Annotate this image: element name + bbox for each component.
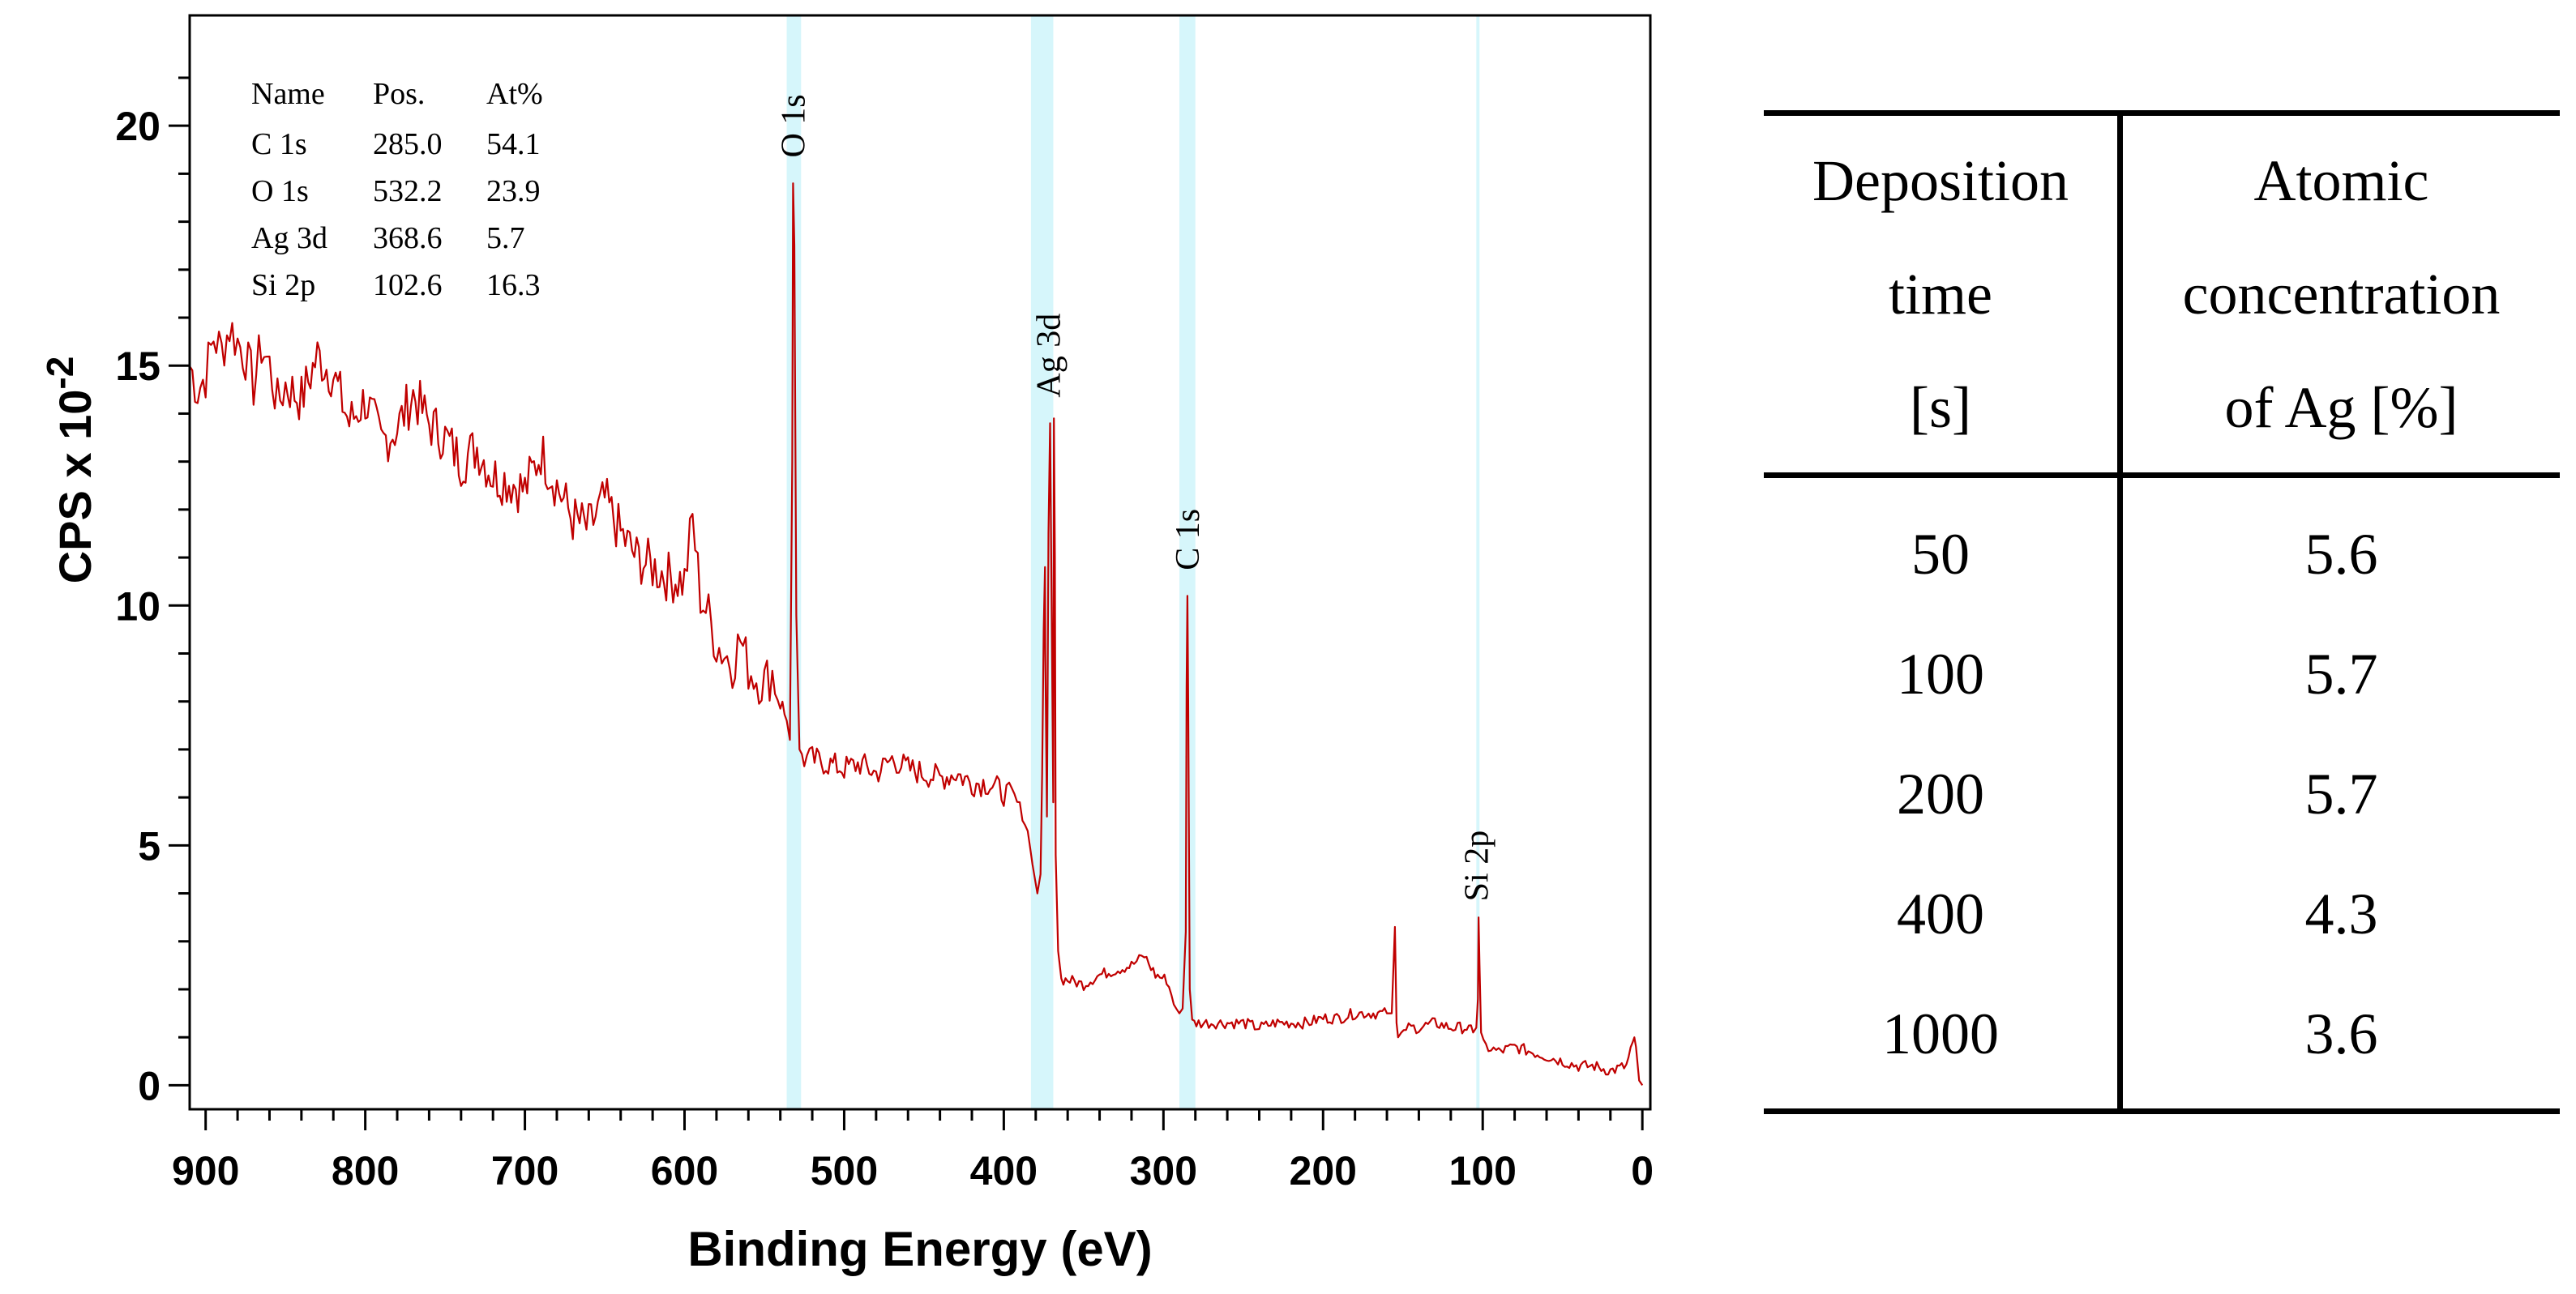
concentration-cell: 5.7 xyxy=(2304,761,2378,826)
annotation-cell: 54.1 xyxy=(486,127,541,161)
y-tick-label: 20 xyxy=(115,104,160,149)
y-tick-label: 10 xyxy=(115,583,160,629)
annotation-cell: 5.7 xyxy=(486,221,525,255)
concentration-cell: 5.6 xyxy=(2304,521,2378,587)
annotation-header: Pos. xyxy=(373,77,425,111)
table-row: 400 4.3 xyxy=(1764,854,2560,974)
annotation-cell: O 1s xyxy=(251,174,309,208)
x-ticks: 900 800 700 600 500 400 300 200 100 0 xyxy=(172,1109,1654,1194)
time-cell: 1000 xyxy=(1764,974,2123,1112)
concentration-cell: 5.7 xyxy=(2304,641,2378,707)
table-row: 100 5.7 xyxy=(1764,614,2560,734)
plot-frame xyxy=(188,14,1652,1111)
table-row: 200 5.7 xyxy=(1764,734,2560,854)
x-tick-label: 600 xyxy=(651,1148,718,1194)
table-row: 50 5.6 xyxy=(1764,475,2560,614)
highlight-bands xyxy=(786,15,1480,1109)
annotation-cell: 532.2 xyxy=(373,174,443,208)
xps-chart: 900 800 700 600 500 400 300 200 100 0 0 5 10 15 20 O … xyxy=(39,14,1654,1276)
series-group xyxy=(189,182,1644,1087)
highlight-band xyxy=(1476,15,1480,1109)
concentration-cell: 3.6 xyxy=(2304,1001,2378,1066)
y-tick-label: 15 xyxy=(115,344,160,389)
table-row: 1000 3.6 xyxy=(1764,974,2560,1112)
y-axis-label: CPS x 10-2 xyxy=(39,357,101,584)
x-tick-label: 100 xyxy=(1448,1148,1516,1194)
x-axis-label: Binding Energy (eV) xyxy=(687,1222,1152,1276)
annotation-cell: Ag 3d xyxy=(251,221,327,255)
highlight-band xyxy=(1030,15,1054,1109)
annotation-cell: 16.3 xyxy=(486,268,541,302)
header-atomic-concentration: Atomic concentration of Ag [%] xyxy=(2120,113,2561,476)
annotation-cell: Si 2p xyxy=(251,268,315,302)
y-tick-label: 5 xyxy=(138,823,160,869)
table-header-row: Deposition time [s] Atomic concentration… xyxy=(1764,113,2560,476)
y-ticks: 0 5 10 15 20 xyxy=(115,76,190,1108)
x-tick-label: 900 xyxy=(172,1148,239,1194)
header-line: concentration xyxy=(2182,262,2501,327)
peak-labels: O 1s Ag 3d C 1s Si 2p xyxy=(775,94,1496,901)
annotation-table: Name Pos. At% C 1s 285.0 54.1 O 1s 532.2 23.9 Ag … xyxy=(251,77,543,302)
annotation-cell: C 1s xyxy=(251,127,307,161)
concentration-table-wrap: Deposition time [s] Atomic concentration… xyxy=(1764,110,2560,1114)
concentration-table: Deposition time [s] Atomic concentration… xyxy=(1764,110,2560,1114)
y-axis-label-text: CPS x 10 xyxy=(49,390,101,584)
header-line: [s] xyxy=(1910,375,1971,440)
x-tick-label: 800 xyxy=(332,1148,399,1194)
annotation-header: Name xyxy=(251,77,325,111)
xps-chart-svg: 900 800 700 600 500 400 300 200 100 0 0 5 10 15 20 O … xyxy=(39,14,1654,1276)
header-line: time xyxy=(1889,262,1992,327)
highlight-band xyxy=(786,15,802,1109)
annotation-cell: 23.9 xyxy=(486,174,541,208)
header-deposition-time: Deposition time [s] xyxy=(1764,113,2123,476)
x-tick-label: 0 xyxy=(1631,1148,1654,1194)
header-line: Atomic xyxy=(2253,148,2429,213)
x-tick-label: 200 xyxy=(1290,1148,1357,1194)
x-tick-label: 400 xyxy=(970,1148,1038,1194)
peak-label: O 1s xyxy=(775,94,812,157)
peak-label: Si 2p xyxy=(1458,831,1496,902)
spectrum-line xyxy=(189,182,1644,1087)
y-axis-label-exponent: -2 xyxy=(39,357,81,390)
x-tick-label: 300 xyxy=(1130,1148,1197,1194)
y-tick-label: 0 xyxy=(138,1063,160,1108)
x-tick-label: 500 xyxy=(811,1148,878,1194)
x-tick-label: 700 xyxy=(491,1148,558,1194)
annotation-cell: 285.0 xyxy=(373,127,443,161)
time-cell: 50 xyxy=(1764,475,2123,614)
peak-label: Ag 3d xyxy=(1031,314,1068,398)
peak-label: C 1s xyxy=(1170,509,1207,570)
time-cell: 100 xyxy=(1764,614,2123,734)
header-line: of Ag [%] xyxy=(2224,375,2458,440)
time-cell: 200 xyxy=(1764,734,2123,854)
header-line: Deposition xyxy=(1812,148,2069,213)
annotation-header: At% xyxy=(486,77,543,111)
time-cell: 400 xyxy=(1764,854,2123,974)
highlight-band xyxy=(1179,15,1196,1109)
annotation-cell: 102.6 xyxy=(373,268,443,302)
annotation-cell: 368.6 xyxy=(373,221,443,255)
concentration-cell: 4.3 xyxy=(2304,881,2378,946)
